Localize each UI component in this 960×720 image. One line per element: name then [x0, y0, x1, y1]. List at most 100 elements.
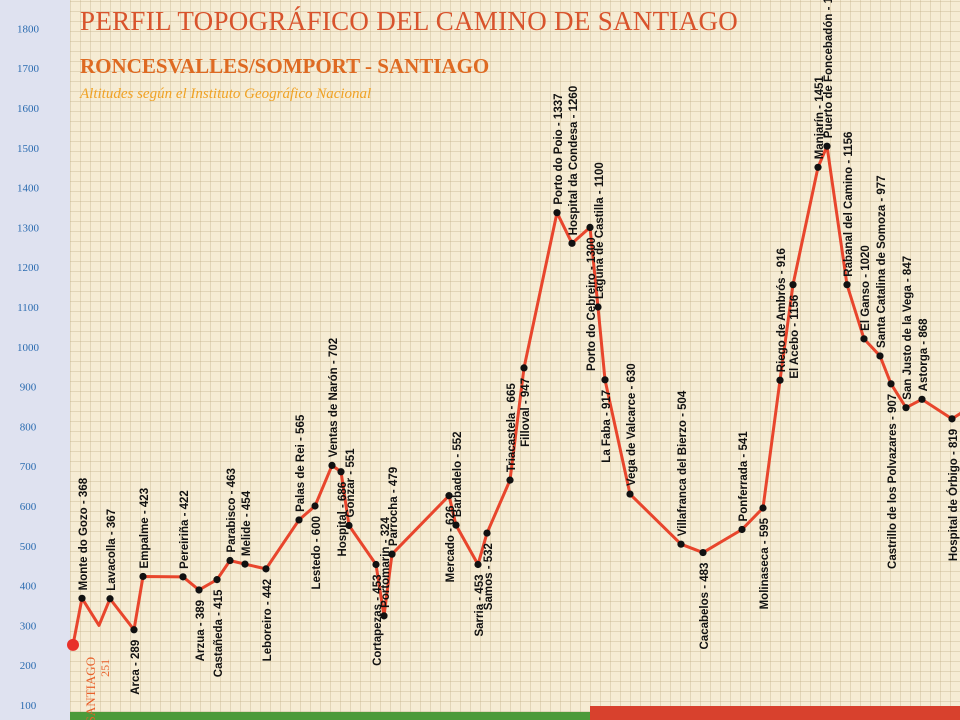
- point-label: El Ganso - 1020: [860, 245, 872, 331]
- point-marker: [226, 556, 234, 565]
- point-label: Cacabelos - 483: [699, 563, 711, 650]
- point-label: Barbadelo - 552: [452, 431, 464, 517]
- point-marker: [179, 573, 187, 581]
- y-tick-label: 700: [20, 461, 37, 473]
- y-axis-strip: [0, 0, 70, 720]
- point-marker: [677, 540, 685, 548]
- point-label: Santa Catalina de Somoza - 977: [876, 175, 888, 348]
- point-label: Parabisco - 463: [226, 468, 238, 552]
- point-marker: [626, 490, 634, 498]
- y-tick-label: 600: [20, 501, 37, 513]
- point-label: Ponferrada - 541: [738, 431, 750, 522]
- point-label: Leboreiro - 442: [262, 579, 274, 661]
- point-label: Monte do Gozo - 368: [78, 477, 90, 590]
- chart-title: PERFIL TOPOGRÁFICO DEL CAMINO DE SANTIAG…: [80, 6, 739, 36]
- point-marker: [876, 352, 884, 360]
- y-tick-label: 200: [20, 660, 37, 672]
- point-marker: [195, 586, 203, 594]
- y-tick-label: 500: [20, 541, 37, 553]
- point-marker: [130, 626, 138, 634]
- point-label: Molinaseca - 595: [759, 517, 771, 609]
- point-marker: [948, 415, 956, 423]
- point-marker: [843, 281, 851, 289]
- point-label: Hospital de Órbigo - 819: [947, 429, 960, 561]
- point-label: Samos - 532: [483, 543, 495, 610]
- point-marker: [738, 525, 746, 534]
- point-marker: [78, 594, 86, 602]
- point-marker: [445, 492, 453, 500]
- point-marker: [887, 380, 895, 388]
- point-marker: [295, 516, 303, 524]
- point-label: Villafranca del Bierzo - 504: [677, 390, 689, 536]
- chart-subtitle: RONCESVALLES/SOMPORT - SANTIAGO: [80, 54, 490, 78]
- point-marker: [776, 376, 784, 384]
- point-label: Manjarín - 1451: [814, 76, 826, 160]
- point-marker: [814, 163, 822, 171]
- y-tick-label: 300: [20, 620, 37, 632]
- point-label: Cortapezas - 453: [372, 575, 384, 666]
- point-marker: [586, 223, 594, 231]
- point-label: Laguna de Castilla - 1100: [594, 162, 606, 299]
- y-tick-label: 100: [20, 700, 37, 712]
- y-tick-label: 800: [20, 421, 37, 433]
- point-marker: [328, 461, 336, 470]
- point-marker: [553, 209, 561, 217]
- point-label: Arca - 289: [130, 640, 142, 695]
- point-label: Hospital da Condesa - 1260: [568, 86, 580, 236]
- point-label: Vega de Valcarce - 630: [626, 363, 638, 486]
- point-marker: [345, 521, 353, 530]
- point-label: Sarria - 453: [474, 575, 486, 637]
- point-marker: [388, 550, 396, 558]
- point-label: Riego de Ambrós - 916: [776, 248, 788, 372]
- chart-note: Altitudes según el Instituto Geográfico …: [80, 86, 372, 102]
- point-marker: [483, 529, 491, 537]
- start-label: SANTIAGO: [83, 657, 98, 720]
- plot-grid: [70, 0, 960, 712]
- y-tick-label: 900: [20, 382, 37, 394]
- point-marker: [452, 521, 460, 529]
- point-label: Lavacolla - 367: [106, 509, 118, 591]
- point-label: San Justo de la Vega - 847: [902, 256, 914, 400]
- point-label: Rabanal del Camino - 1156: [843, 132, 855, 277]
- point-label: Filloval - 947: [520, 378, 532, 447]
- bottom-band-red: [590, 706, 960, 720]
- point-label: Castañeda - 415: [213, 589, 225, 677]
- point-label: Portomarin - 324: [380, 516, 392, 607]
- point-label: Pereiriña - 422: [179, 490, 191, 569]
- point-label: Parrocha - 479: [388, 467, 400, 546]
- point-marker: [262, 565, 270, 573]
- point-label: Arzua - 389: [195, 600, 207, 661]
- point-marker: [759, 504, 767, 512]
- point-marker: [506, 476, 514, 484]
- point-marker: [860, 335, 868, 343]
- point-marker: [474, 560, 482, 569]
- point-marker: [594, 303, 602, 311]
- y-tick-label: 1700: [17, 63, 40, 75]
- point-label: La Faba - 917: [601, 390, 613, 463]
- point-label: Lestedo - 600: [311, 516, 323, 590]
- point-label: Porto do Poio - 1337: [553, 93, 565, 204]
- y-tick-label: 1000: [17, 342, 40, 354]
- point-marker: [789, 281, 797, 289]
- point-marker: [902, 404, 910, 412]
- point-label: Astorga - 868: [918, 318, 930, 391]
- point-marker: [823, 142, 831, 150]
- point-label: Triacastela - 665: [506, 383, 518, 472]
- point-marker: [918, 395, 926, 403]
- start-marker: [67, 638, 79, 651]
- point-label: El Acebo - 1156: [789, 295, 801, 379]
- point-label: Palas de Rei - 565: [295, 414, 307, 512]
- point-label: Empalme - 423: [139, 488, 151, 569]
- point-marker: [380, 612, 388, 620]
- y-tick-label: 1100: [17, 302, 39, 314]
- point-label: Puerto de Foncebadón - 1504: [823, 0, 835, 138]
- point-label: Hospital - 686: [337, 482, 349, 557]
- start-value: 251: [98, 659, 112, 677]
- point-label: Melide - 454: [241, 490, 253, 556]
- point-label: Porto do Cebreiro - 1300: [586, 237, 598, 371]
- point-marker: [139, 572, 147, 581]
- point-marker: [372, 560, 380, 569]
- point-marker: [241, 560, 249, 568]
- y-tick-label: 1500: [17, 143, 40, 155]
